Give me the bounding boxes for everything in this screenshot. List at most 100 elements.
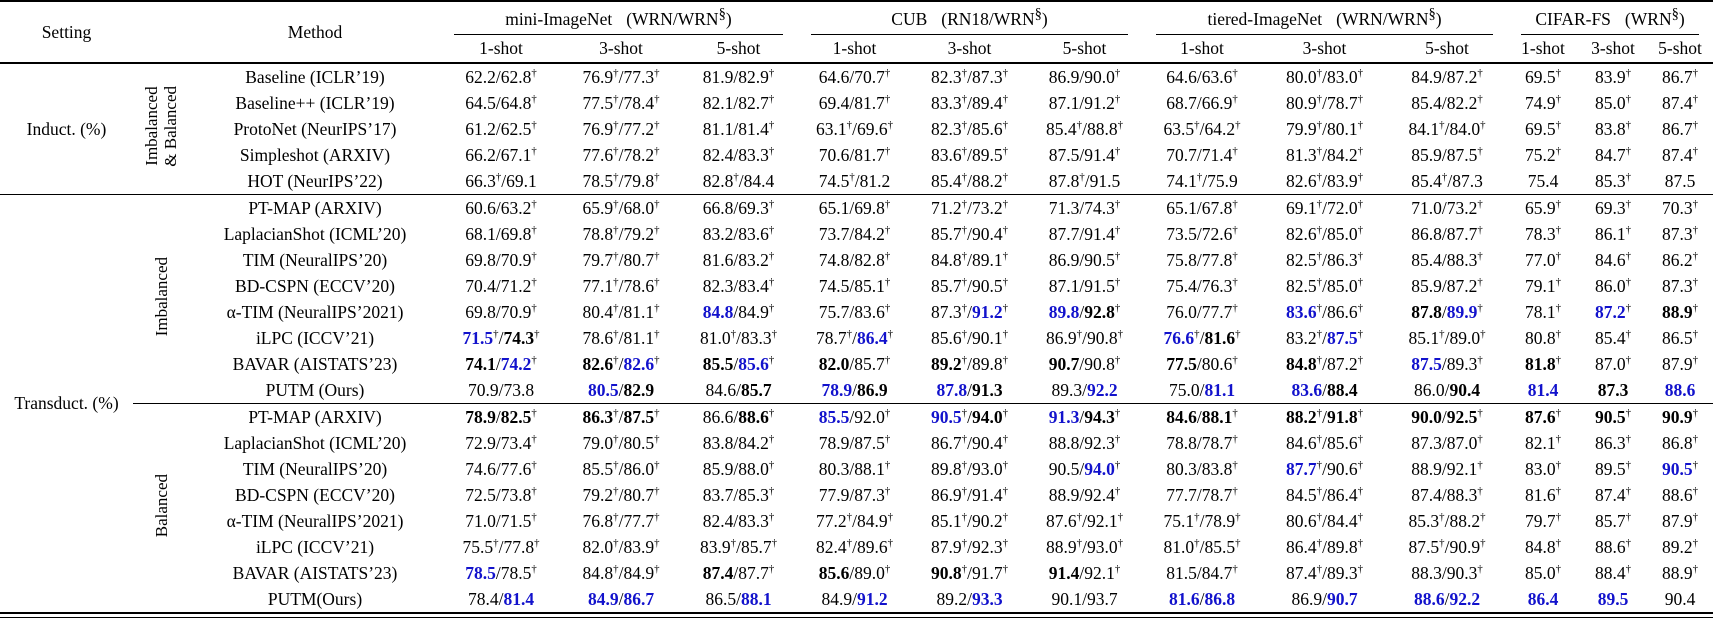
metric-value: 66.8	[702, 197, 734, 218]
metric-value: 74.2	[500, 353, 532, 374]
metric-value: 76.0	[1166, 301, 1197, 322]
metric-value: 89.3	[1446, 353, 1478, 374]
metric-value: 87.2	[1326, 353, 1358, 374]
value-cell: 90.1/93.7	[1051, 588, 1118, 609]
dagger-marker: †	[1357, 353, 1364, 366]
dagger-marker: †	[531, 484, 537, 497]
value-cell: 79.2†/80.7†	[582, 484, 660, 505]
dagger-marker: †	[1357, 458, 1364, 471]
table-row: BD-CSPN (ECCV’20) 72.5/73.8† 79.2†/80.7† 83…	[0, 482, 1713, 508]
value-cell: 83.2/83.6†	[702, 223, 775, 244]
dagger-marker: †	[1316, 458, 1323, 471]
value-cell: 86.0†	[1579, 273, 1647, 299]
dagger-marker: †	[654, 223, 660, 236]
metric-value: 86.7	[931, 432, 962, 453]
metric-value: 86.1	[1595, 223, 1626, 244]
metric-value: 82.1	[702, 92, 734, 113]
metric-value: 88.9	[1662, 562, 1693, 583]
dagger-marker: †	[1002, 536, 1008, 549]
metric-value: 69.4	[818, 92, 850, 113]
dagger-marker: †	[768, 249, 775, 262]
value-cell: 87.4†	[1579, 482, 1647, 508]
value-cell: 64.5/64.8†	[465, 92, 537, 113]
value-cell: 79.1†	[1507, 273, 1579, 299]
method-cell: α-TIM (NeuralIPS’2021)	[226, 301, 404, 322]
metric-value: 68.7	[1166, 92, 1197, 113]
dagger-marker: †	[1625, 562, 1632, 575]
metric-value: 63.1	[816, 118, 847, 139]
metric-value: 83.9	[1595, 66, 1626, 87]
table-row: ProtoNet (NeurIPS’17) 61.2/62.5† 76.9†/77.…	[0, 116, 1713, 142]
value-cell: 78.4/81.4	[467, 588, 535, 609]
dataset-header-cifar-fs: CIFAR-FS (WRN§)	[1507, 1, 1713, 35]
metric-value: 75.7	[818, 301, 850, 322]
value-cell: 85.7†/90.4†	[931, 223, 1008, 244]
metric-value: 86.2	[1662, 249, 1693, 270]
dagger-marker: †	[613, 510, 619, 523]
dagger-marker: †	[1114, 197, 1121, 210]
metric-value: 85.4	[1411, 170, 1442, 191]
dagger-marker: †	[768, 223, 775, 236]
results-table-head: Setting Method mini-ImageNet (WRN/WRN§) C…	[0, 1, 1713, 64]
metric-value: 77.5	[582, 92, 614, 113]
metric-value: 77.7	[623, 510, 655, 531]
dagger-marker: †	[884, 353, 891, 366]
metric-value: 83.6	[1291, 379, 1323, 400]
value-cell: 87.8†/91.5	[1027, 168, 1143, 195]
metric-value: 91.4	[971, 484, 1003, 505]
metric-value: 64.8	[500, 92, 532, 113]
value-cell: 84.6†/85.6†	[1286, 432, 1364, 453]
metric-value: 89.3	[1326, 562, 1358, 583]
dagger-marker: †	[961, 327, 968, 340]
dagger-marker: †	[1002, 301, 1008, 314]
value-cell: 85.6/89.0†	[818, 562, 891, 583]
metric-value: 87.9	[931, 536, 962, 557]
value-cell: 84.8/84.9†	[702, 301, 775, 322]
metric-value: 64.6	[1166, 66, 1197, 87]
metric-value: 77.6	[500, 458, 532, 479]
metric-value: 71.0	[1411, 197, 1442, 218]
value-cell: 90.8†/91.7†	[931, 562, 1008, 583]
metric-value: 83.9	[623, 536, 655, 557]
metric-value: 89.0	[1449, 327, 1481, 348]
metric-value: 85.1	[1408, 327, 1440, 348]
value-cell: 90.5/94.0†	[1048, 458, 1121, 479]
dagger-marker: †	[1114, 275, 1121, 288]
metric-value: 79.9	[1286, 118, 1317, 139]
value-cell: 88.9†	[1647, 299, 1713, 325]
metric-value: 88.6	[1413, 588, 1445, 609]
metric-value: 92.1	[1084, 562, 1115, 583]
value-cell: 73.5/72.6†	[1166, 223, 1238, 244]
dagger-marker: †	[1692, 118, 1699, 131]
dagger-marker: †	[1357, 275, 1364, 288]
dagger-marker: †	[1477, 275, 1483, 288]
metric-value: 89.8	[1048, 301, 1080, 322]
group-rotated-label: Balanced	[151, 473, 171, 538]
dagger-marker: †	[846, 510, 853, 523]
dagger-marker: †	[1316, 353, 1323, 366]
dagger-marker: †	[1439, 118, 1445, 131]
value-cell: 69.1†/72.0†	[1286, 197, 1364, 218]
shot-column-header: 3-shot	[1262, 35, 1388, 64]
metric-value: 87.5	[1446, 144, 1478, 165]
metric-value: 87.5	[1411, 353, 1442, 374]
dagger-marker: †	[1692, 92, 1699, 105]
metric-value: 89.5	[1597, 588, 1629, 609]
metric-value: 83.3	[931, 92, 962, 113]
metric-value: 77.9	[818, 484, 850, 505]
value-cell: 87.8/89.9†	[1411, 301, 1483, 322]
metric-value: 87.8	[1048, 170, 1080, 191]
dagger-marker: †	[1357, 484, 1364, 497]
value-cell: 80.5/82.9	[587, 379, 655, 400]
dagger-marker: †	[613, 484, 619, 497]
value-cell: 89.8†/93.0†	[931, 458, 1008, 479]
dagger-marker: †	[1232, 249, 1238, 262]
metric-value: 78.9	[821, 379, 853, 400]
dagger-marker: †	[1555, 562, 1562, 575]
dagger-marker: †	[531, 432, 537, 445]
metric-value: 92.3	[1084, 432, 1115, 453]
metric-value: 84.6	[1286, 432, 1317, 453]
metric-value: 85.6	[931, 327, 962, 348]
